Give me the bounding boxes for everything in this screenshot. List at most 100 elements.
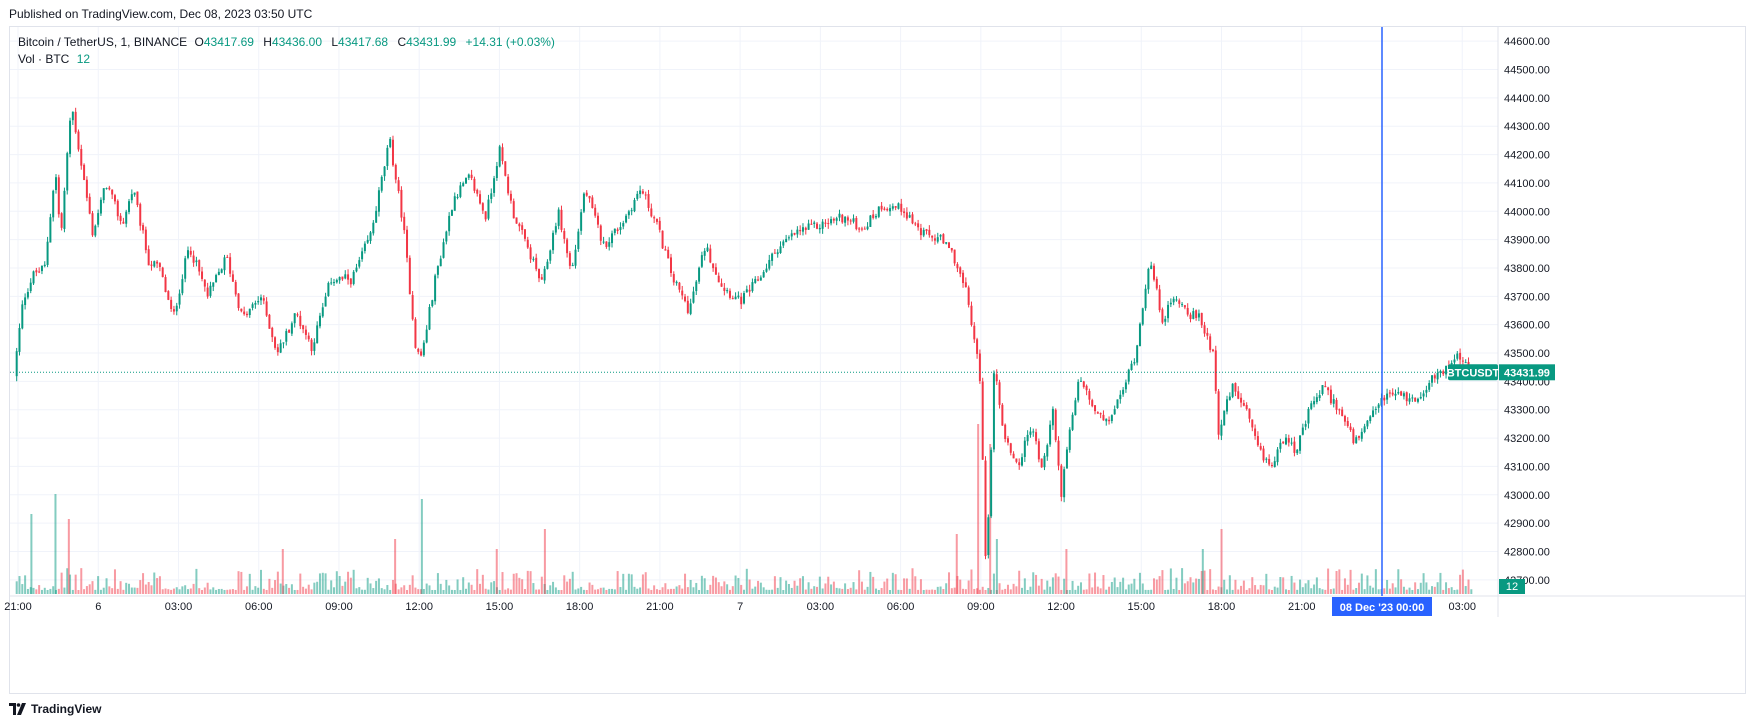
- candle-body: [596, 215, 599, 225]
- candle: [276, 343, 279, 356]
- volume-bar: [139, 580, 142, 594]
- candle: [1082, 380, 1085, 389]
- volume-bar: [759, 582, 762, 594]
- volume-bar: [1150, 589, 1153, 594]
- volume-bar: [538, 589, 541, 594]
- volume-bar: [571, 571, 574, 594]
- volume-bar: [1287, 589, 1290, 594]
- volume-bar: [1167, 589, 1170, 594]
- candle: [549, 249, 552, 264]
- candle: [1248, 408, 1251, 423]
- candle: [919, 223, 922, 241]
- candle: [973, 322, 976, 343]
- y-tick-label: 44100.00: [1504, 178, 1550, 190]
- candle-body: [1147, 268, 1150, 290]
- volume-bar: [1290, 575, 1293, 594]
- candle: [1411, 394, 1414, 402]
- candle: [639, 185, 642, 199]
- volume-bar: [448, 585, 451, 594]
- candle-body: [1153, 265, 1156, 280]
- candle-body: [599, 225, 602, 241]
- y-tick-label: 44000.00: [1504, 206, 1550, 218]
- volume-bar: [1251, 577, 1254, 594]
- volume-bar: [262, 588, 265, 594]
- candle-body: [335, 279, 338, 283]
- candle-body: [97, 213, 100, 225]
- candle: [397, 176, 400, 194]
- candle-body: [1307, 408, 1310, 424]
- volume-spike: [30, 514, 33, 594]
- volume-bar: [32, 587, 35, 594]
- volume-bar: [880, 588, 883, 594]
- candle-body: [816, 223, 819, 229]
- candle: [1116, 399, 1119, 409]
- candle-body: [956, 264, 959, 269]
- candle: [1175, 296, 1178, 302]
- volume-bar: [1369, 585, 1372, 594]
- candle-body: [391, 139, 394, 166]
- volume-bar: [1450, 587, 1453, 594]
- legend-symbol[interactable]: Bitcoin / TetherUS, 1, BINANCE: [18, 35, 188, 49]
- legend-volume-label[interactable]: Vol · BTC: [18, 52, 70, 66]
- candle-body: [24, 297, 27, 306]
- volume-bar: [599, 587, 602, 594]
- volume-bar: [46, 589, 49, 594]
- candle: [1313, 396, 1316, 408]
- volume-bar: [796, 585, 799, 594]
- candle: [1374, 406, 1377, 415]
- candle: [1307, 407, 1310, 429]
- tradingview-logo[interactable]: TradingView: [9, 702, 101, 716]
- volume-bar: [1192, 582, 1195, 594]
- candle: [257, 296, 260, 305]
- candle: [574, 244, 577, 269]
- candle-body: [1051, 408, 1054, 426]
- candle-body: [1464, 362, 1467, 364]
- candle-body: [914, 223, 917, 225]
- volume-bar: [1276, 587, 1279, 594]
- volume-bar: [1394, 587, 1397, 594]
- candle: [773, 248, 776, 254]
- volume-bar: [1197, 578, 1200, 594]
- candle: [1254, 424, 1257, 440]
- candle-body: [1217, 391, 1220, 435]
- candle: [223, 254, 226, 275]
- published-note: Published on TradingView.com, Dec 08, 20…: [9, 7, 313, 21]
- volume-bar: [1270, 589, 1273, 594]
- candle-body: [1141, 308, 1144, 325]
- legend-open-value: 43417.69: [203, 35, 254, 49]
- candle-body: [501, 147, 504, 162]
- volume-bar: [1416, 589, 1419, 594]
- candle: [63, 187, 66, 233]
- candle: [248, 308, 251, 318]
- candle-body: [998, 382, 1001, 405]
- volume-bar: [24, 575, 27, 594]
- candle: [220, 268, 223, 274]
- candle-body: [1450, 363, 1453, 365]
- candle-body: [1352, 429, 1355, 444]
- candle: [594, 204, 597, 218]
- candle: [198, 259, 201, 276]
- candle: [748, 284, 751, 297]
- candle: [1341, 406, 1344, 417]
- volume-bar: [113, 569, 116, 594]
- candle-body: [1242, 403, 1245, 406]
- candle: [147, 245, 150, 266]
- volume-bar: [1082, 589, 1085, 594]
- volume-bar: [782, 590, 785, 594]
- volume-bar: [650, 589, 653, 594]
- candle-body: [644, 194, 647, 196]
- candle: [619, 222, 622, 235]
- candle: [647, 189, 650, 212]
- candle: [1178, 298, 1181, 308]
- volume-bar: [574, 589, 577, 594]
- candle-body: [880, 205, 883, 210]
- volume-bar: [85, 586, 88, 594]
- candle-body: [1290, 442, 1293, 444]
- candle: [116, 199, 119, 221]
- candle: [71, 111, 74, 125]
- volume-bar: [198, 588, 201, 594]
- candle: [383, 165, 386, 181]
- grid-lines: [10, 27, 1498, 594]
- candle: [1001, 403, 1004, 426]
